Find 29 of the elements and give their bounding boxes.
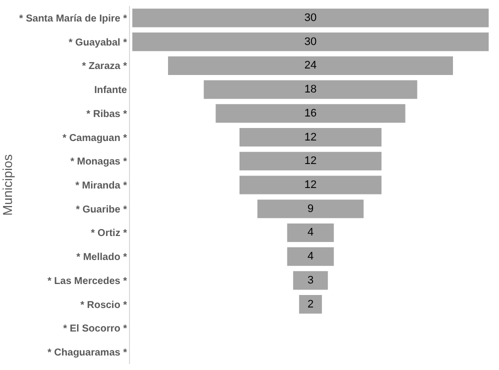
data-label: 30 bbox=[304, 12, 317, 24]
data-label: 4 bbox=[307, 250, 314, 263]
category-label: * Miranda * bbox=[75, 180, 128, 192]
data-label: 30 bbox=[304, 36, 317, 48]
category-label: * Santa María de Ipire * bbox=[19, 13, 128, 24]
category-label: Infante bbox=[94, 85, 128, 96]
data-label: 9 bbox=[307, 202, 314, 215]
data-label: 12 bbox=[304, 131, 317, 144]
category-label: * Ortiz * bbox=[90, 228, 128, 240]
data-label: 16 bbox=[304, 107, 317, 120]
data-label: 2 bbox=[307, 298, 314, 310]
category-label: * Ribas * bbox=[86, 108, 128, 120]
data-label: 12 bbox=[304, 179, 317, 191]
category-label: * Guayabal * bbox=[68, 37, 128, 48]
category-label: * El Socorro * bbox=[63, 324, 128, 335]
data-label: 12 bbox=[304, 155, 317, 168]
data-label: 3 bbox=[307, 274, 314, 286]
category-label: * Guaribe * bbox=[76, 204, 128, 216]
category-label: * Chaguaramas * bbox=[48, 348, 128, 359]
data-label: 4 bbox=[307, 226, 314, 239]
category-label: * Las Mercedes * bbox=[48, 276, 128, 287]
data-label: 24 bbox=[304, 60, 317, 72]
category-label: * Mellado * bbox=[76, 252, 128, 264]
category-label: * Camaguan * bbox=[62, 132, 128, 144]
category-label: * Roscio * bbox=[80, 300, 128, 311]
category-label: * Monagas * bbox=[70, 156, 128, 168]
category-label: * Zaraza * bbox=[82, 61, 128, 72]
data-label: 18 bbox=[304, 84, 317, 96]
text: Municipios bbox=[0, 154, 15, 216]
